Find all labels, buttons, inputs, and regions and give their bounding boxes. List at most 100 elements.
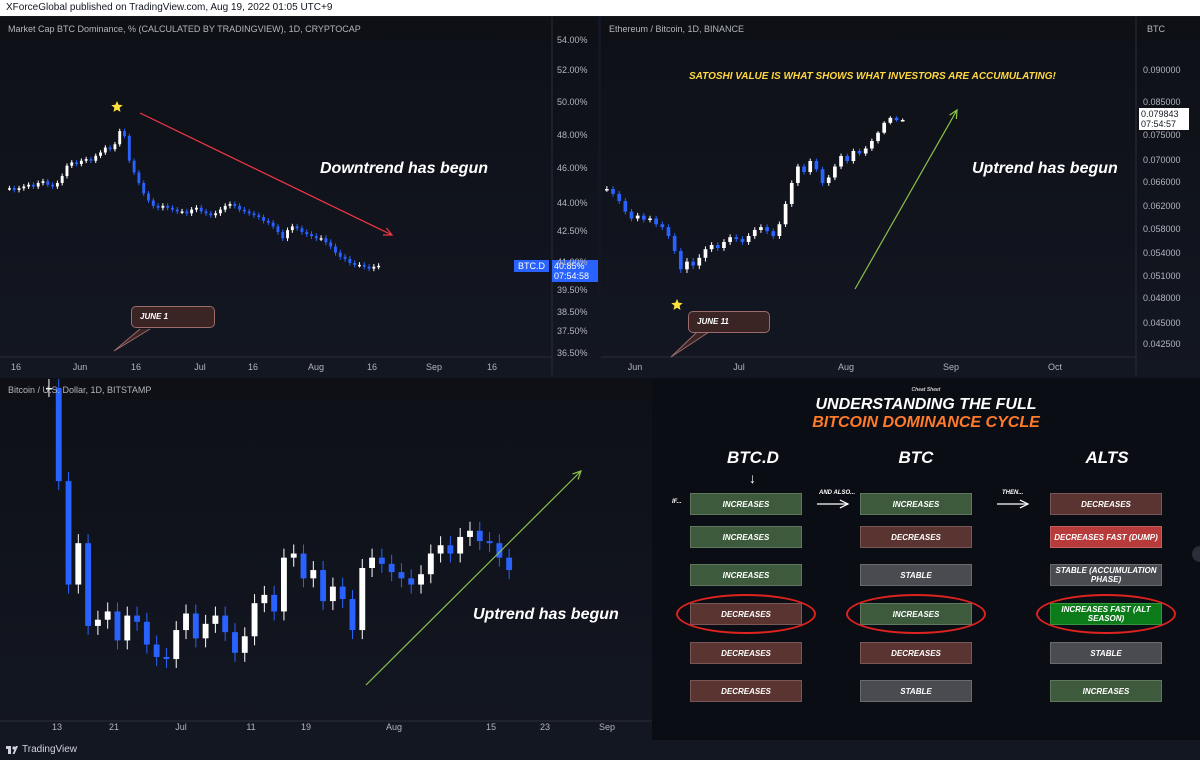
eth-btc-chart[interactable]: Ethereum / Bitcoin, 1D, BINANCE BTC SATO… bbox=[601, 17, 1200, 375]
y-tick-label: 0.048000 bbox=[1143, 293, 1181, 303]
y-tick-label: 48.00% bbox=[557, 130, 588, 140]
y-tick-label: 39.50% bbox=[557, 285, 588, 295]
candle bbox=[31, 184, 35, 187]
candle bbox=[888, 117, 893, 123]
uptrend-note: Uptrend has begun bbox=[972, 160, 1118, 177]
cycle-cell-r0-c1: INCREASES bbox=[860, 493, 972, 515]
x-tick-label: 16 bbox=[130, 362, 142, 372]
candle bbox=[65, 481, 72, 585]
candle bbox=[703, 249, 708, 258]
cheat-sheet: Cheat Sheet UNDERSTANDING THE FULL BITCO… bbox=[652, 378, 1200, 740]
candle bbox=[771, 231, 776, 236]
candle bbox=[447, 545, 454, 554]
candle bbox=[660, 224, 665, 228]
candle bbox=[339, 586, 346, 600]
candle bbox=[300, 553, 307, 579]
candle bbox=[223, 205, 227, 210]
candle bbox=[654, 218, 659, 225]
candle bbox=[685, 261, 689, 270]
candle bbox=[506, 557, 513, 571]
x-tick-label: 16 bbox=[10, 362, 22, 372]
candle bbox=[199, 207, 203, 212]
y-tick-label: 41.00% bbox=[557, 257, 588, 267]
candle bbox=[142, 183, 146, 194]
y-tick-label: 0.070000 bbox=[1143, 155, 1181, 165]
candle bbox=[348, 258, 352, 263]
cycle-cell-r4-c2: STABLE bbox=[1050, 642, 1162, 664]
down-arrow-icon: ↓ bbox=[749, 470, 756, 486]
june-11-callout: JUNE 11 bbox=[688, 311, 770, 333]
candle bbox=[295, 226, 299, 229]
candle bbox=[51, 184, 55, 187]
candle bbox=[113, 144, 117, 150]
candle bbox=[271, 594, 278, 612]
x-tick-label: 13 bbox=[51, 722, 63, 732]
candle bbox=[251, 603, 258, 637]
y-axis-unit: BTC bbox=[1147, 24, 1165, 34]
candle bbox=[137, 172, 141, 183]
btc-usd-plot bbox=[0, 379, 652, 722]
candle bbox=[281, 557, 287, 612]
candle bbox=[388, 563, 395, 573]
candle bbox=[437, 545, 444, 554]
highlight-ring bbox=[846, 594, 986, 634]
y-tick-label: 0.045000 bbox=[1143, 318, 1181, 328]
cycle-cell-r5-c1: STABLE bbox=[860, 680, 972, 702]
y-tick-label: 0.062000 bbox=[1143, 201, 1181, 211]
y-tick-label: 54.00% bbox=[557, 35, 588, 45]
candle bbox=[789, 183, 794, 204]
candle bbox=[124, 615, 131, 641]
highlight-ring bbox=[1036, 594, 1176, 634]
candle bbox=[319, 238, 323, 240]
candle bbox=[605, 189, 609, 191]
candle bbox=[185, 211, 189, 214]
callout-pointer bbox=[113, 328, 151, 352]
candle bbox=[324, 238, 328, 243]
candle bbox=[467, 530, 473, 537]
candle bbox=[261, 594, 268, 604]
cycle-cell-r2-c2: STABLE (ACCUMULATION PHASE) bbox=[1050, 564, 1162, 586]
candle bbox=[320, 570, 327, 602]
candle bbox=[343, 256, 347, 259]
candle bbox=[195, 207, 198, 210]
candle bbox=[894, 117, 899, 121]
y-tick-label: 0.066000 bbox=[1143, 177, 1181, 187]
x-tick-label: Oct bbox=[1047, 362, 1063, 372]
highlight-ring bbox=[676, 594, 816, 634]
eth-btc-plot bbox=[601, 17, 1137, 375]
btc-usd-chart[interactable]: Bitcoin / U.S. Dollar, 1D, BITSTAMP Uptr… bbox=[0, 378, 652, 740]
candle bbox=[648, 218, 652, 220]
publish-text: XForceGlobal published on TradingView.co… bbox=[6, 2, 333, 13]
candle bbox=[398, 572, 405, 579]
footer: TradingView bbox=[0, 740, 1200, 760]
candle bbox=[728, 237, 732, 242]
panel-resize-handle[interactable] bbox=[1192, 546, 1200, 562]
x-tick-label: 16 bbox=[486, 362, 498, 372]
candle bbox=[759, 227, 763, 230]
candle bbox=[814, 161, 819, 170]
candle bbox=[863, 148, 868, 154]
downtrend-arrow-head bbox=[382, 227, 394, 236]
last-price-value: 0.079843 bbox=[1141, 109, 1179, 119]
candle bbox=[486, 541, 493, 544]
candle bbox=[833, 166, 837, 178]
x-tick-label: Aug bbox=[837, 362, 855, 372]
candle bbox=[173, 630, 180, 660]
candle bbox=[114, 611, 121, 641]
candle bbox=[418, 574, 424, 585]
candle bbox=[22, 186, 26, 189]
satoshi-headline: SATOSHI VALUE IS WHAT SHOWS WHAT INVESTO… bbox=[689, 71, 1056, 82]
candle bbox=[310, 234, 313, 237]
candle bbox=[36, 183, 40, 187]
candle bbox=[202, 623, 209, 639]
y-tick-label: 0.058000 bbox=[1143, 224, 1181, 234]
candle bbox=[611, 189, 615, 194]
candle bbox=[305, 232, 309, 235]
btc-dominance-chart[interactable]: Market Cap BTC Dominance, % (CALCULATED … bbox=[0, 17, 598, 375]
candle bbox=[476, 530, 483, 542]
candle bbox=[845, 156, 850, 161]
candle bbox=[238, 205, 242, 210]
candle bbox=[228, 204, 232, 206]
candle bbox=[161, 205, 165, 208]
candle bbox=[232, 632, 238, 653]
